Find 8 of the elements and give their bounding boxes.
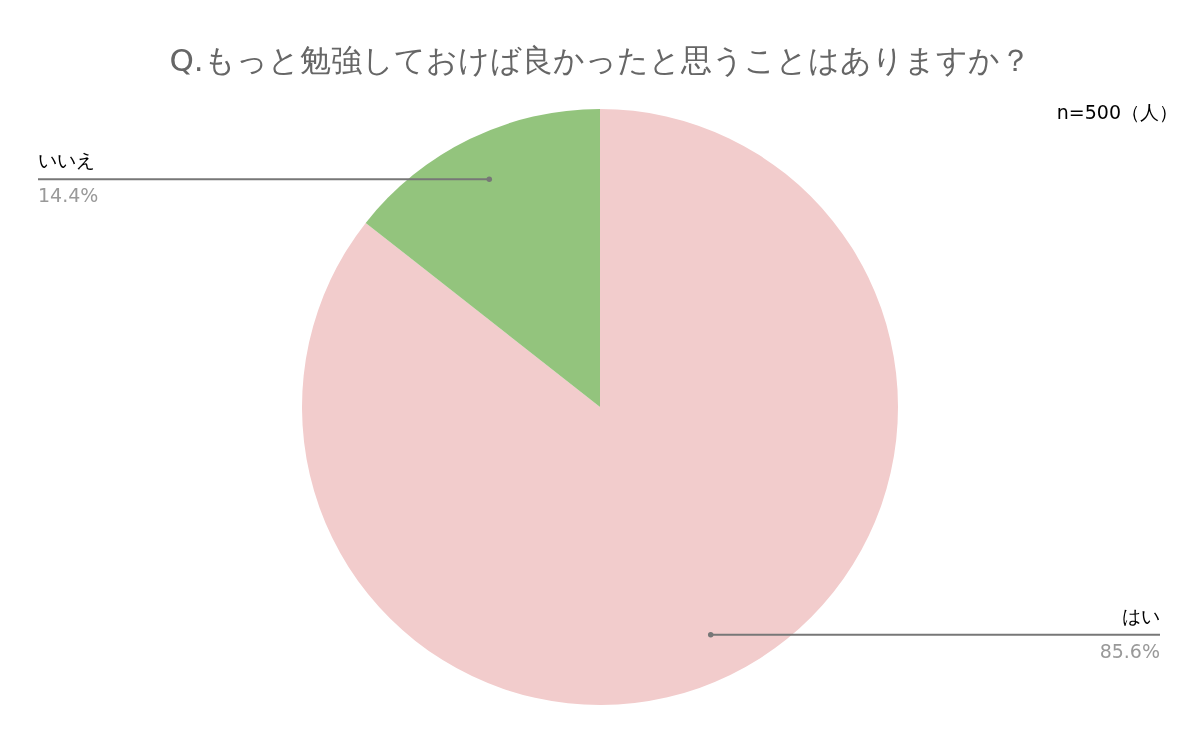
text: n=500（人） — [1056, 101, 1178, 123]
pie-slice — [302, 109, 898, 705]
data-label: 85.6% — [1099, 639, 1160, 662]
pie-slice — [365, 109, 600, 407]
data-label: 14.4% — [38, 184, 99, 207]
slice-label: はい — [1122, 604, 1160, 627]
chart-title: Q.もっと勉強しておけば良かったと思うことはありますか？ — [169, 42, 1031, 78]
slice-label: いいえ — [38, 149, 95, 172]
